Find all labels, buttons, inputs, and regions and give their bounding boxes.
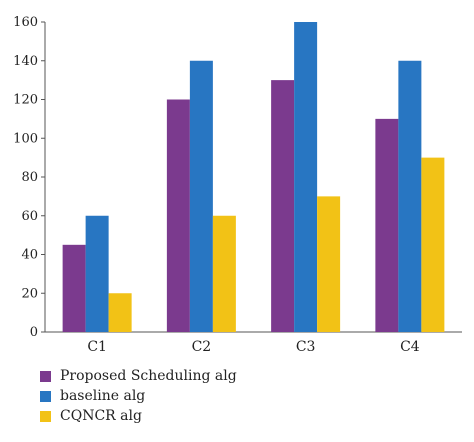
legend-item-baseline: baseline alg — [40, 386, 237, 406]
legend-label-baseline: baseline alg — [60, 388, 146, 404]
y-tick-label: 0 — [30, 325, 38, 340]
y-ticks: 0 20 40 60 80 100 120 140 160 — [13, 15, 45, 340]
y-tick-label: 160 — [13, 15, 38, 30]
legend: Proposed Scheduling alg baseline alg CQN… — [40, 366, 237, 426]
bar-chart: 0 20 40 60 80 100 120 140 160 C1 C2 C3 C4 — [13, 15, 462, 355]
bar-c1-series-1 — [85, 215, 109, 332]
x-tick-labels: C1 C2 C3 C4 — [87, 339, 419, 355]
bar-c4-series-0 — [375, 118, 399, 332]
bar-c2-series-2 — [212, 215, 236, 332]
bar-c1-series-0 — [62, 244, 86, 332]
bars — [62, 22, 445, 332]
legend-swatch-baseline — [40, 390, 51, 402]
bar-c3-series-1 — [294, 22, 318, 332]
legend-swatch-cqncr — [40, 410, 51, 422]
legend-item-proposed: Proposed Scheduling alg — [40, 366, 237, 386]
legend-swatch-proposed — [40, 370, 51, 382]
x-tick-label-c2: C2 — [192, 339, 212, 355]
bar-c2-series-0 — [166, 99, 190, 332]
bar-c3-series-2 — [317, 196, 341, 332]
y-tick-label: 20 — [21, 286, 38, 301]
legend-label-proposed: Proposed Scheduling alg — [60, 368, 237, 384]
y-tick-label: 80 — [21, 170, 38, 185]
y-tick-label: 40 — [21, 248, 38, 263]
legend-label-cqncr: CQNCR alg — [60, 408, 142, 424]
bar-c4-series-1 — [398, 60, 422, 332]
bar-c2-series-1 — [189, 60, 213, 332]
y-tick-label: 100 — [13, 131, 38, 146]
x-tick-label-c1: C1 — [87, 339, 107, 355]
y-tick-label: 120 — [13, 93, 38, 108]
x-tick-label-c4: C4 — [400, 339, 420, 355]
legend-item-cqncr: CQNCR alg — [40, 406, 237, 426]
bar-c1-series-2 — [108, 293, 132, 332]
bar-c4-series-2 — [421, 157, 445, 332]
bar-c3-series-0 — [271, 80, 295, 332]
y-tick-label: 140 — [13, 54, 38, 69]
x-tick-label-c3: C3 — [296, 339, 316, 355]
y-tick-label: 60 — [21, 209, 38, 224]
